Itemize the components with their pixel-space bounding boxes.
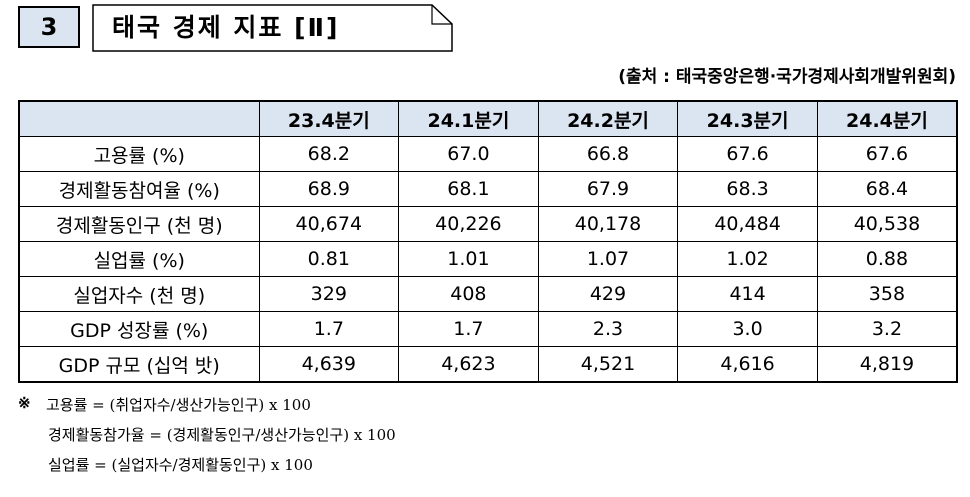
- data-table: 23.4분기 24.1분기 24.2분기 24.3분기 24.4분기 고용률 (%) 68…: [18, 100, 958, 383]
- cell: 68.2: [258, 136, 400, 172]
- cell: 4,639: [258, 346, 400, 383]
- note-line: 실업률 = (실업자수/경제활동인구) x 100: [48, 456, 313, 474]
- cell: 40,178: [537, 206, 679, 242]
- row-label: 경제활동인구 (천 명): [18, 206, 260, 242]
- cell: 68.1: [398, 171, 539, 207]
- row-label: 고용률 (%): [18, 136, 260, 172]
- column-header: 24.2분기: [537, 100, 679, 137]
- cell: 66.8: [537, 136, 679, 172]
- table-body: 고용률 (%) 68.2 67.0 66.8 67.6 67.6 경제활동참여율 (%) 68…: [18, 136, 958, 383]
- cell: 3.0: [677, 311, 818, 347]
- cell: 329: [258, 276, 400, 312]
- cell: 4,623: [398, 346, 539, 383]
- corner-cell: [18, 100, 260, 137]
- cell: 358: [816, 276, 958, 312]
- table-row: GDP 성장률 (%) 1.7 1.7 2.3 3.0 3.2: [18, 311, 958, 347]
- note-line: 경제활동참가율 = (경제활동인구/생산가능인구) x 100: [48, 426, 396, 444]
- cell: 68.4: [816, 171, 958, 207]
- cell: 3.2: [816, 311, 958, 347]
- table-row: 경제활동참여율 (%) 68.9 68.1 67.9 68.3 68.4: [18, 171, 958, 207]
- note-mark: ※: [18, 394, 31, 412]
- cell: 1.01: [398, 241, 539, 277]
- cell: 429: [537, 276, 679, 312]
- cell: 68.9: [258, 171, 400, 207]
- cell: 2.3: [537, 311, 679, 347]
- cell: 40,538: [816, 206, 958, 242]
- note-line: 고용률 = (취업자수/생산가능인구) x 100: [46, 396, 311, 414]
- table-row: GDP 규모 (십억 밧) 4,639 4,623 4,521 4,616 4,819: [18, 346, 958, 383]
- title: 태국 경제 지표 [Ⅱ]: [112, 13, 340, 42]
- row-label: 실업률 (%): [18, 241, 260, 277]
- cell: 40,226: [398, 206, 539, 242]
- cell: 40,674: [258, 206, 400, 242]
- column-header: 23.4분기: [258, 100, 400, 137]
- column-header: 24.3분기: [677, 100, 818, 137]
- cell: 4,819: [816, 346, 958, 383]
- header-row: 23.4분기 24.1분기 24.2분기 24.3분기 24.4분기: [18, 100, 958, 137]
- cell: 1.07: [537, 241, 679, 277]
- cell: 408: [398, 276, 539, 312]
- table-row: 실업자수 (천 명) 329 408 429 414 358: [18, 276, 958, 312]
- cell: 1.02: [677, 241, 818, 277]
- table-row: 실업률 (%) 0.81 1.01 1.07 1.02 0.88: [18, 241, 958, 277]
- cell: 1.7: [398, 311, 539, 347]
- cell: 67.6: [816, 136, 958, 172]
- row-label: GDP 성장률 (%): [18, 311, 260, 347]
- row-label: GDP 규모 (십억 밧): [18, 346, 260, 383]
- row-label: 실업자수 (천 명): [18, 276, 260, 312]
- table-row: 경제활동인구 (천 명) 40,674 40,226 40,178 40,484 40,5…: [18, 206, 958, 242]
- cell: 67.0: [398, 136, 539, 172]
- cell: 0.81: [258, 241, 400, 277]
- cell: 40,484: [677, 206, 818, 242]
- cell: 0.88: [816, 241, 958, 277]
- cell: 414: [677, 276, 818, 312]
- column-header: 24.1분기: [398, 100, 539, 137]
- cell: 4,521: [537, 346, 679, 383]
- cell: 1.7: [258, 311, 400, 347]
- column-header: 24.4분기: [816, 100, 958, 137]
- cell: 4,616: [677, 346, 818, 383]
- source: (출처 : 태국중앙은행·국가경제사회개발위원회): [618, 67, 956, 87]
- cell: 67.6: [677, 136, 818, 172]
- cell: 68.3: [677, 171, 818, 207]
- row-label: 경제활동참여율 (%): [18, 171, 260, 207]
- table-row: 고용률 (%) 68.2 67.0 66.8 67.6 67.6: [18, 136, 958, 172]
- title-frame: [92, 4, 453, 52]
- section-number: 3: [18, 6, 80, 48]
- cell: 67.9: [537, 171, 679, 207]
